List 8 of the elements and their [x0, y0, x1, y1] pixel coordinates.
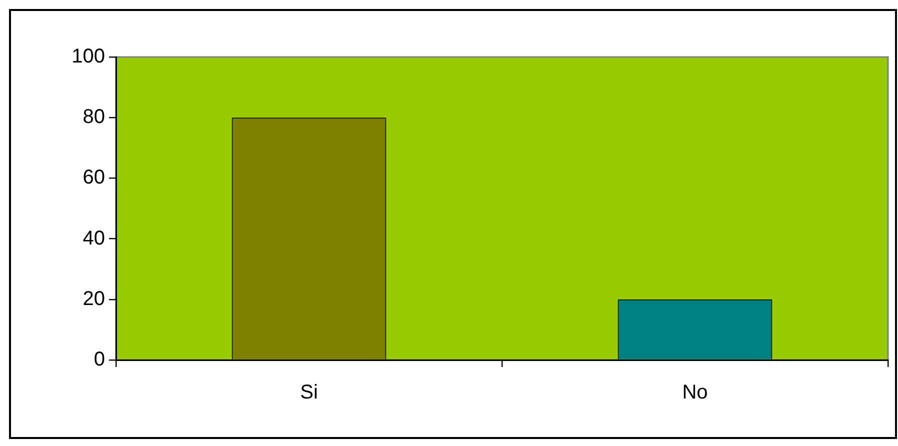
y-tick-label: 20 — [82, 288, 105, 310]
y-tick-label: 100 — [72, 46, 105, 68]
x-tick-label: No — [682, 382, 708, 404]
x-tick-label: Si — [300, 382, 318, 404]
y-tick-label: 60 — [82, 166, 105, 189]
y-tick-label: 0 — [94, 348, 105, 371]
y-tick-label: 80 — [82, 106, 105, 128]
y-tick-label: 40 — [82, 227, 105, 250]
